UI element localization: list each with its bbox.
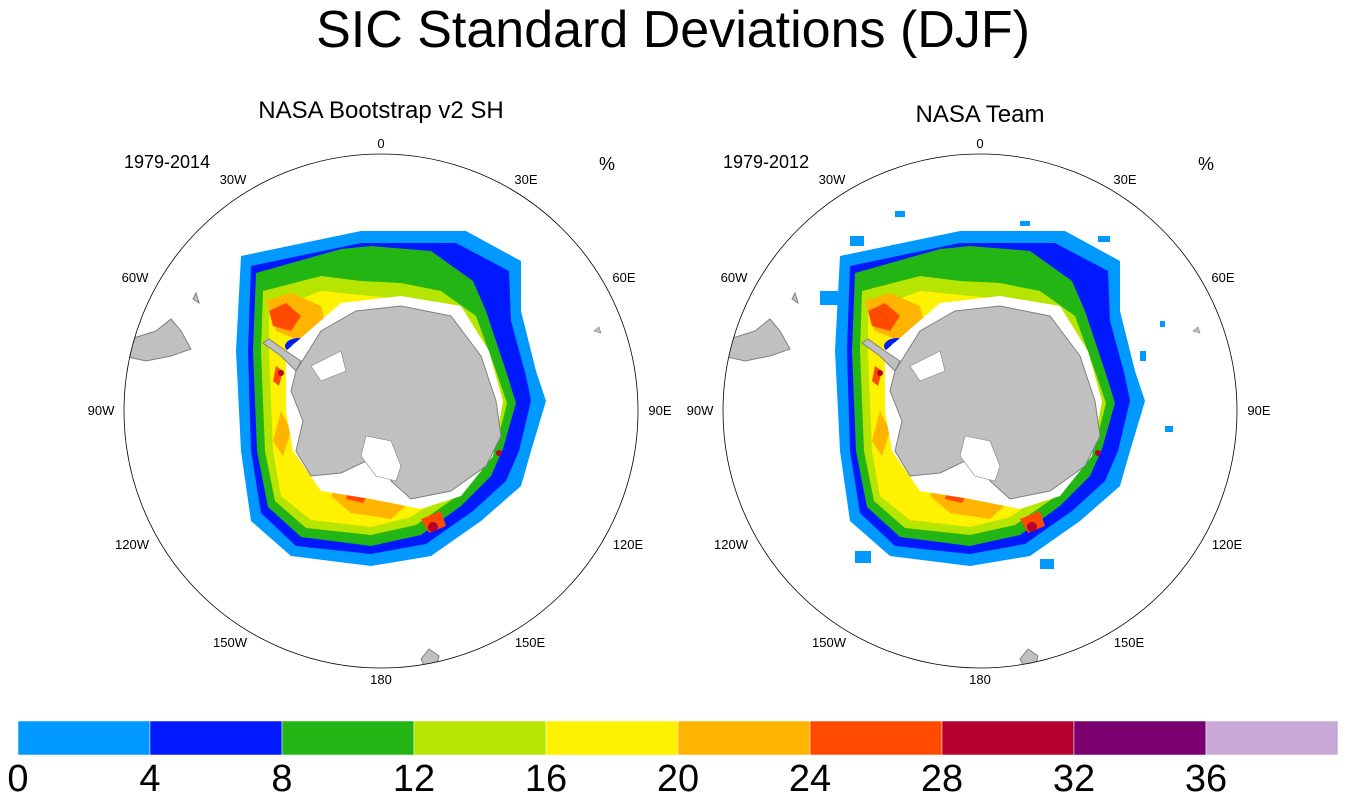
panel-1-lon-150w: 150W	[213, 635, 247, 650]
colorbar-swatch-1	[149, 720, 283, 756]
colorbar-swatch-7	[941, 720, 1075, 756]
panel-1-lon-90w: 90W	[87, 403, 115, 418]
panel-1-lon-180: 180	[370, 672, 392, 687]
panel-2-lon-150e: 150E	[1113, 635, 1145, 650]
panel-2-map	[722, 153, 1238, 669]
colorbar-swatch-6	[809, 720, 943, 756]
panel-1-lon-90e: 90E	[648, 403, 672, 418]
panel-1-map-border	[123, 153, 639, 669]
panel-2-map-border	[722, 153, 1238, 669]
colorbar-swatch-8	[1073, 720, 1207, 756]
panel-2-lon-0: 0	[976, 136, 984, 151]
panel-1-lon-120w: 120W	[115, 537, 149, 552]
colorbar-swatch-3	[413, 720, 547, 756]
colorbar-label-0: 0	[7, 758, 29, 800]
panel-1-lon-30e: 30E	[514, 172, 538, 187]
panel-1-lon-150e: 150E	[514, 635, 546, 650]
colorbar-swatch-0	[17, 720, 151, 756]
panel-2-lon-30e: 30E	[1113, 172, 1137, 187]
panel-2-lon-180: 180	[969, 672, 991, 687]
panel-2-lon-120e: 120E	[1211, 537, 1243, 552]
panel-1-lon-60w: 60W	[121, 270, 149, 285]
colorbar-label-4: 16	[524, 758, 568, 800]
panel-2-lon-150w: 150W	[812, 635, 846, 650]
panel-1-map	[123, 153, 639, 669]
panel-1-units: %	[599, 154, 616, 174]
panel-2-lon-60w: 60W	[720, 270, 748, 285]
colorbar-swatch-5	[677, 720, 811, 756]
panel-1-lon-60e: 60E	[612, 270, 636, 285]
colorbar-swatch-2	[281, 720, 415, 756]
colorbar-label-6: 24	[788, 758, 832, 800]
panel-2-lon-90e: 90E	[1247, 403, 1271, 418]
colorbar	[17, 720, 1339, 756]
colorbar-label-8: 32	[1052, 758, 1096, 800]
panel-1-lon-30w: 30W	[219, 172, 247, 187]
panel-1-lon-120e: 120E	[612, 537, 644, 552]
figure-title: SIC Standard Deviations (DJF)	[316, 1, 1030, 59]
panel-2-lon-60e: 60E	[1211, 270, 1235, 285]
panel-2-units: %	[1198, 154, 1215, 174]
panel-2-lon-120w: 120W	[714, 537, 748, 552]
panel-2-lon-90w: 90W	[686, 403, 714, 418]
panel-2-sic-field	[723, 211, 1201, 668]
panel-1-lon-0: 0	[377, 136, 385, 151]
panel-2-period: 1979-2012	[723, 152, 810, 172]
panel-1-sic-field	[124, 230, 602, 668]
colorbar-swatch-4	[545, 720, 679, 756]
colorbar-label-1: 4	[139, 758, 161, 800]
colorbar-label-7: 28	[920, 758, 964, 800]
colorbar-label-2: 8	[271, 758, 293, 800]
colorbar-label-5: 20	[656, 758, 700, 800]
panel-2-lon-30w: 30W	[818, 172, 846, 187]
panel-1-title: NASA Bootstrap v2 SH	[258, 97, 504, 124]
colorbar-swatch-9	[1205, 720, 1339, 756]
panel-1-period: 1979-2014	[124, 152, 211, 172]
colorbar-label-9: 36	[1184, 758, 1228, 800]
panel-2-title: NASA Team	[915, 101, 1045, 128]
colorbar-label-3: 12	[392, 758, 436, 800]
